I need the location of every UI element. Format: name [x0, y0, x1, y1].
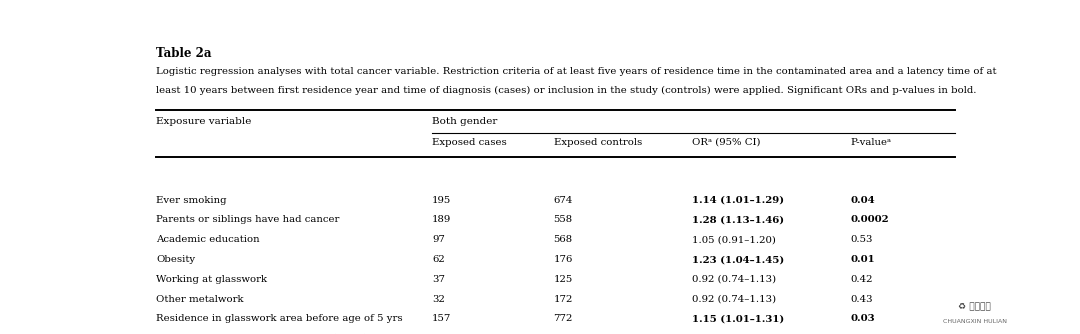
Text: 0.43: 0.43 [851, 295, 874, 304]
Text: 1.28 (1.13–1.46): 1.28 (1.13–1.46) [691, 215, 784, 224]
Text: 32: 32 [432, 295, 445, 304]
Text: P-valueᵃ: P-valueᵃ [851, 138, 892, 147]
Text: 0.92 (0.74–1.13): 0.92 (0.74–1.13) [691, 295, 775, 304]
Text: 1.14 (1.01–1.29): 1.14 (1.01–1.29) [691, 196, 784, 205]
Text: Logistic regression analyses with total cancer variable. Restriction criteria of: Logistic regression analyses with total … [156, 67, 997, 76]
Text: 1.05 (0.91–1.20): 1.05 (0.91–1.20) [691, 235, 775, 244]
Text: 0.42: 0.42 [851, 275, 873, 284]
Text: 176: 176 [554, 255, 572, 264]
Text: 558: 558 [554, 215, 572, 224]
Text: 0.92 (0.74–1.13): 0.92 (0.74–1.13) [691, 275, 775, 284]
Text: 97: 97 [432, 235, 445, 244]
Text: Exposed controls: Exposed controls [554, 138, 642, 147]
Text: 0.53: 0.53 [851, 235, 873, 244]
Text: least 10 years between first residence year and time of diagnosis (cases) or inc: least 10 years between first residence y… [156, 87, 976, 96]
Text: 772: 772 [554, 315, 572, 324]
Text: 157: 157 [432, 315, 451, 324]
Text: Exposed cases: Exposed cases [432, 138, 507, 147]
Text: Parents or siblings have had cancer: Parents or siblings have had cancer [156, 215, 339, 224]
Text: 568: 568 [554, 235, 572, 244]
Text: Working at glasswork: Working at glasswork [156, 275, 267, 284]
Text: Other metalwork: Other metalwork [156, 295, 243, 304]
Text: 0.01: 0.01 [851, 255, 875, 264]
Text: 189: 189 [432, 215, 451, 224]
Text: CHUANGXIN HULIAN: CHUANGXIN HULIAN [943, 320, 1007, 324]
Text: ♻ 创新互联: ♻ 创新互联 [958, 302, 991, 311]
Text: 125: 125 [554, 275, 572, 284]
Text: 0.0002: 0.0002 [851, 215, 889, 224]
Text: 1.23 (1.04–1.45): 1.23 (1.04–1.45) [691, 255, 784, 264]
Text: 0.03: 0.03 [851, 315, 875, 324]
Text: Table 2a: Table 2a [156, 46, 212, 59]
Text: Exposure variable: Exposure variable [156, 117, 252, 126]
Text: ORᵃ (95% CI): ORᵃ (95% CI) [691, 138, 760, 147]
Text: 172: 172 [554, 295, 572, 304]
Text: 674: 674 [554, 196, 572, 205]
Text: 0.04: 0.04 [851, 196, 875, 205]
Text: Both gender: Both gender [432, 117, 498, 126]
Text: Residence in glasswork area before age of 5 yrs: Residence in glasswork area before age o… [156, 315, 403, 324]
Text: 1.15 (1.01–1.31): 1.15 (1.01–1.31) [691, 315, 784, 324]
Text: Ever smoking: Ever smoking [156, 196, 227, 205]
Text: 195: 195 [432, 196, 451, 205]
Text: Obesity: Obesity [156, 255, 195, 264]
Text: 62: 62 [432, 255, 445, 264]
Text: 37: 37 [432, 275, 445, 284]
Text: Academic education: Academic education [156, 235, 259, 244]
